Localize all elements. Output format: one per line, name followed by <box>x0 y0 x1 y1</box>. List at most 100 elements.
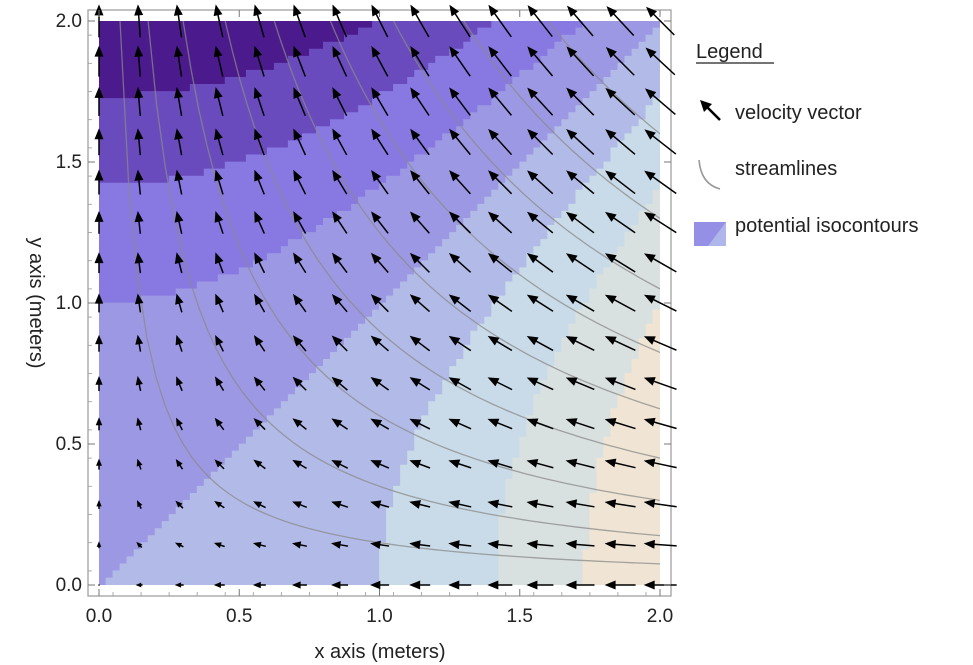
x-axis-label: x axis (meters) <box>314 641 445 663</box>
velocity-vector-12-4 <box>565 418 595 430</box>
velocity-vector-10-3 <box>487 459 513 469</box>
velocity-vector-4-3 <box>253 459 266 470</box>
velocity-vector-0-6 <box>95 334 103 352</box>
velocity-vector-10-4 <box>487 418 513 430</box>
velocity-vector-13-10 <box>605 170 636 195</box>
velocity-vector-14-7 <box>643 294 677 312</box>
velocity-vector-7-14 <box>371 4 389 38</box>
velocity-vector-13-14 <box>606 6 635 36</box>
legend-label-velocity-vector: velocity vector <box>735 102 862 124</box>
velocity-vector-12-14 <box>566 5 594 37</box>
isocontour-band--3-to--2 <box>498 189 660 585</box>
velocity-vector-1-4 <box>136 417 143 431</box>
legend-label-potential-isocontours: potential isocontours <box>735 215 918 237</box>
legend-item-velocity-vector: velocity vector <box>700 100 862 124</box>
velocity-vector-7-13 <box>371 45 389 77</box>
velocity-vector-5-12 <box>293 87 307 117</box>
velocity-vector-10-11 <box>488 128 513 156</box>
velocity-vector-7-4 <box>370 418 390 430</box>
velocity-vector-0-12 <box>94 86 104 116</box>
arrow-icon <box>700 100 721 121</box>
velocity-vector-11-3 <box>526 459 554 469</box>
y-tick-label-0: 0.0 <box>56 575 82 596</box>
legend-item-potential-isocontours: potential isocontours <box>694 215 918 246</box>
velocity-vector-3-0 <box>213 582 225 588</box>
velocity-vector-2-3 <box>175 459 184 470</box>
isocontour-band-2-to-3 <box>99 21 493 184</box>
velocity-vector-4-9 <box>254 211 266 234</box>
velocity-vector-3-7 <box>215 293 224 313</box>
velocity-vector-13-11 <box>605 129 636 155</box>
velocity-vector-1-11 <box>134 128 144 156</box>
streamline-3 <box>182 21 660 502</box>
velocity-vector-8-10 <box>410 170 430 195</box>
velocity-vector-7-1 <box>370 540 390 550</box>
velocity-vector-8-6 <box>409 335 431 352</box>
velocity-vector-9-7 <box>448 294 472 313</box>
velocity-vector-13-0 <box>604 580 636 590</box>
velocity-vector-0-7 <box>94 293 104 313</box>
velocity-vector-6-9 <box>332 211 348 234</box>
velocity-vector-2-0 <box>174 582 184 588</box>
velocity-vector-1-6 <box>135 334 144 352</box>
velocity-vector-4-0 <box>252 581 266 589</box>
velocity-vector-10-9 <box>487 211 513 234</box>
velocity-vector-13-9 <box>605 211 636 234</box>
velocity-vector-4-8 <box>254 252 266 274</box>
legend: Legend velocity vector streamlines poten… <box>694 41 918 246</box>
velocity-vector-4-12 <box>253 87 265 117</box>
velocity-vector-3-1 <box>213 542 225 549</box>
velocity-vector-10-8 <box>487 253 513 273</box>
velocity-vector-1-3 <box>136 458 143 470</box>
velocity-vector-11-13 <box>527 46 554 77</box>
isocontour-band-below--3 <box>582 309 660 585</box>
velocity-vector-4-7 <box>254 293 266 313</box>
velocity-vector-1-2 <box>136 500 143 509</box>
velocity-vector-4-11 <box>254 128 265 156</box>
velocity-vector-12-8 <box>565 253 595 273</box>
velocity-vector-8-11 <box>410 128 430 156</box>
velocity-vector-7-9 <box>371 211 389 234</box>
velocity-vector-0-9 <box>94 210 104 234</box>
velocity-vector-3-4 <box>214 417 225 431</box>
y-tick-label-4: 2.0 <box>56 11 82 32</box>
velocity-vector-9-3 <box>448 459 472 469</box>
velocity-vector-4-13 <box>253 45 265 77</box>
velocity-vector-2-9 <box>174 210 184 234</box>
velocity-vector-14-3 <box>643 458 677 469</box>
velocity-vector-9-1 <box>448 540 472 550</box>
velocity-vector-10-5 <box>487 377 513 391</box>
velocity-vector-9-5 <box>448 377 472 391</box>
velocity-vector-4-10 <box>254 169 265 195</box>
legend-label-streamlines: streamlines <box>735 158 837 180</box>
velocity-vector-2-1 <box>174 542 184 548</box>
y-axis-label: y axis (meters) <box>25 237 47 368</box>
velocity-vector-8-3 <box>409 459 431 469</box>
velocity-vector-6-3 <box>331 459 349 469</box>
velocity-vector-9-6 <box>448 335 472 352</box>
velocity-vector-8-2 <box>409 500 431 509</box>
velocity-vector-2-8 <box>174 252 184 274</box>
velocity-vector-3-13 <box>213 45 224 77</box>
velocity-vector-2-13 <box>174 45 183 77</box>
velocity-vector-11-7 <box>526 294 554 312</box>
velocity-vector-12-3 <box>565 458 595 469</box>
velocity-vector-4-4 <box>253 418 266 431</box>
velocity-vector-13-2 <box>604 499 636 509</box>
y-tick-label-1: 0.5 <box>56 434 82 455</box>
x-tick-label-0: 0.0 <box>86 606 112 627</box>
x-tick-label-1: 0.5 <box>226 606 252 627</box>
velocity-vector-9-8 <box>448 252 472 273</box>
velocity-vector-8-5 <box>409 377 431 391</box>
velocity-vector-6-13 <box>332 45 348 77</box>
velocity-vector-14-5 <box>643 377 677 391</box>
velocity-vector-13-5 <box>604 377 636 391</box>
velocity-vector-7-10 <box>371 169 389 195</box>
velocity-vector-11-10 <box>527 170 554 195</box>
velocity-vector-2-5 <box>176 376 184 392</box>
velocity-vector-12-10 <box>566 170 595 195</box>
velocity-vector-10-1 <box>487 540 513 550</box>
velocity-vector-12-0 <box>565 580 595 590</box>
y-tick-label-2: 1.0 <box>56 293 82 314</box>
